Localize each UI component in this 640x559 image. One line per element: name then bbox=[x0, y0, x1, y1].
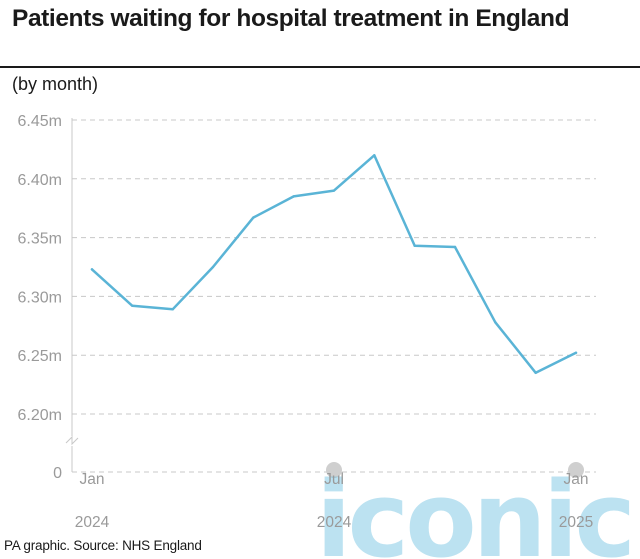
x-tick-label-month: Jan bbox=[564, 471, 589, 488]
y-tick-label: 6.35m bbox=[18, 231, 62, 248]
data-point bbox=[171, 308, 174, 311]
data-point bbox=[574, 351, 578, 355]
data-point bbox=[252, 216, 255, 219]
y-zero-label: 0 bbox=[53, 465, 62, 482]
chart-subtitle: (by month) bbox=[12, 74, 99, 94]
chart-title: Patients waiting for hospital treatment … bbox=[12, 5, 570, 32]
x-tick-label-year: 2024 bbox=[75, 514, 110, 531]
watermark-text: iconic bbox=[316, 459, 632, 559]
x-tick-label-year: 2025 bbox=[559, 514, 593, 531]
data-point bbox=[494, 321, 497, 324]
data-point bbox=[292, 195, 295, 198]
x-tick-marker bbox=[568, 462, 584, 478]
y-tick-label: 6.30m bbox=[18, 289, 62, 306]
x-tick-marker bbox=[326, 462, 342, 478]
y-tick-label: 6.20m bbox=[18, 407, 62, 424]
data-point bbox=[211, 265, 215, 269]
x-tick-label-month: Jan bbox=[80, 471, 105, 488]
axes bbox=[65, 118, 584, 478]
data-point bbox=[332, 189, 336, 192]
y-tick-label: 6.45m bbox=[18, 113, 62, 130]
x-tick-label-month: Jul bbox=[324, 471, 344, 488]
source-note: PA graphic. Source: NHS England bbox=[4, 538, 202, 553]
gridlines bbox=[72, 119, 596, 473]
series-layer bbox=[90, 154, 578, 375]
x-axis-labels: Jan 2024 Jul 2024 Jan 2025 bbox=[75, 471, 593, 531]
data-point bbox=[90, 268, 94, 271]
data-point bbox=[373, 154, 376, 157]
y-tick-label: 6.40m bbox=[18, 172, 62, 189]
x-tick-label-year: 2024 bbox=[317, 514, 352, 531]
iconic-watermark: iconic bbox=[316, 459, 636, 559]
series-line bbox=[90, 154, 578, 375]
data-point bbox=[453, 245, 457, 249]
axis-break-icon bbox=[65, 435, 79, 446]
y-tick-label: 6.25m bbox=[18, 348, 62, 365]
title-rule bbox=[0, 66, 640, 68]
data-point bbox=[131, 304, 134, 308]
data-point bbox=[534, 371, 537, 375]
y-axis-labels: 6.45m 6.40m 6.35m 6.30m 6.25m 6.20m 0 bbox=[18, 113, 63, 482]
data-point bbox=[413, 244, 416, 248]
